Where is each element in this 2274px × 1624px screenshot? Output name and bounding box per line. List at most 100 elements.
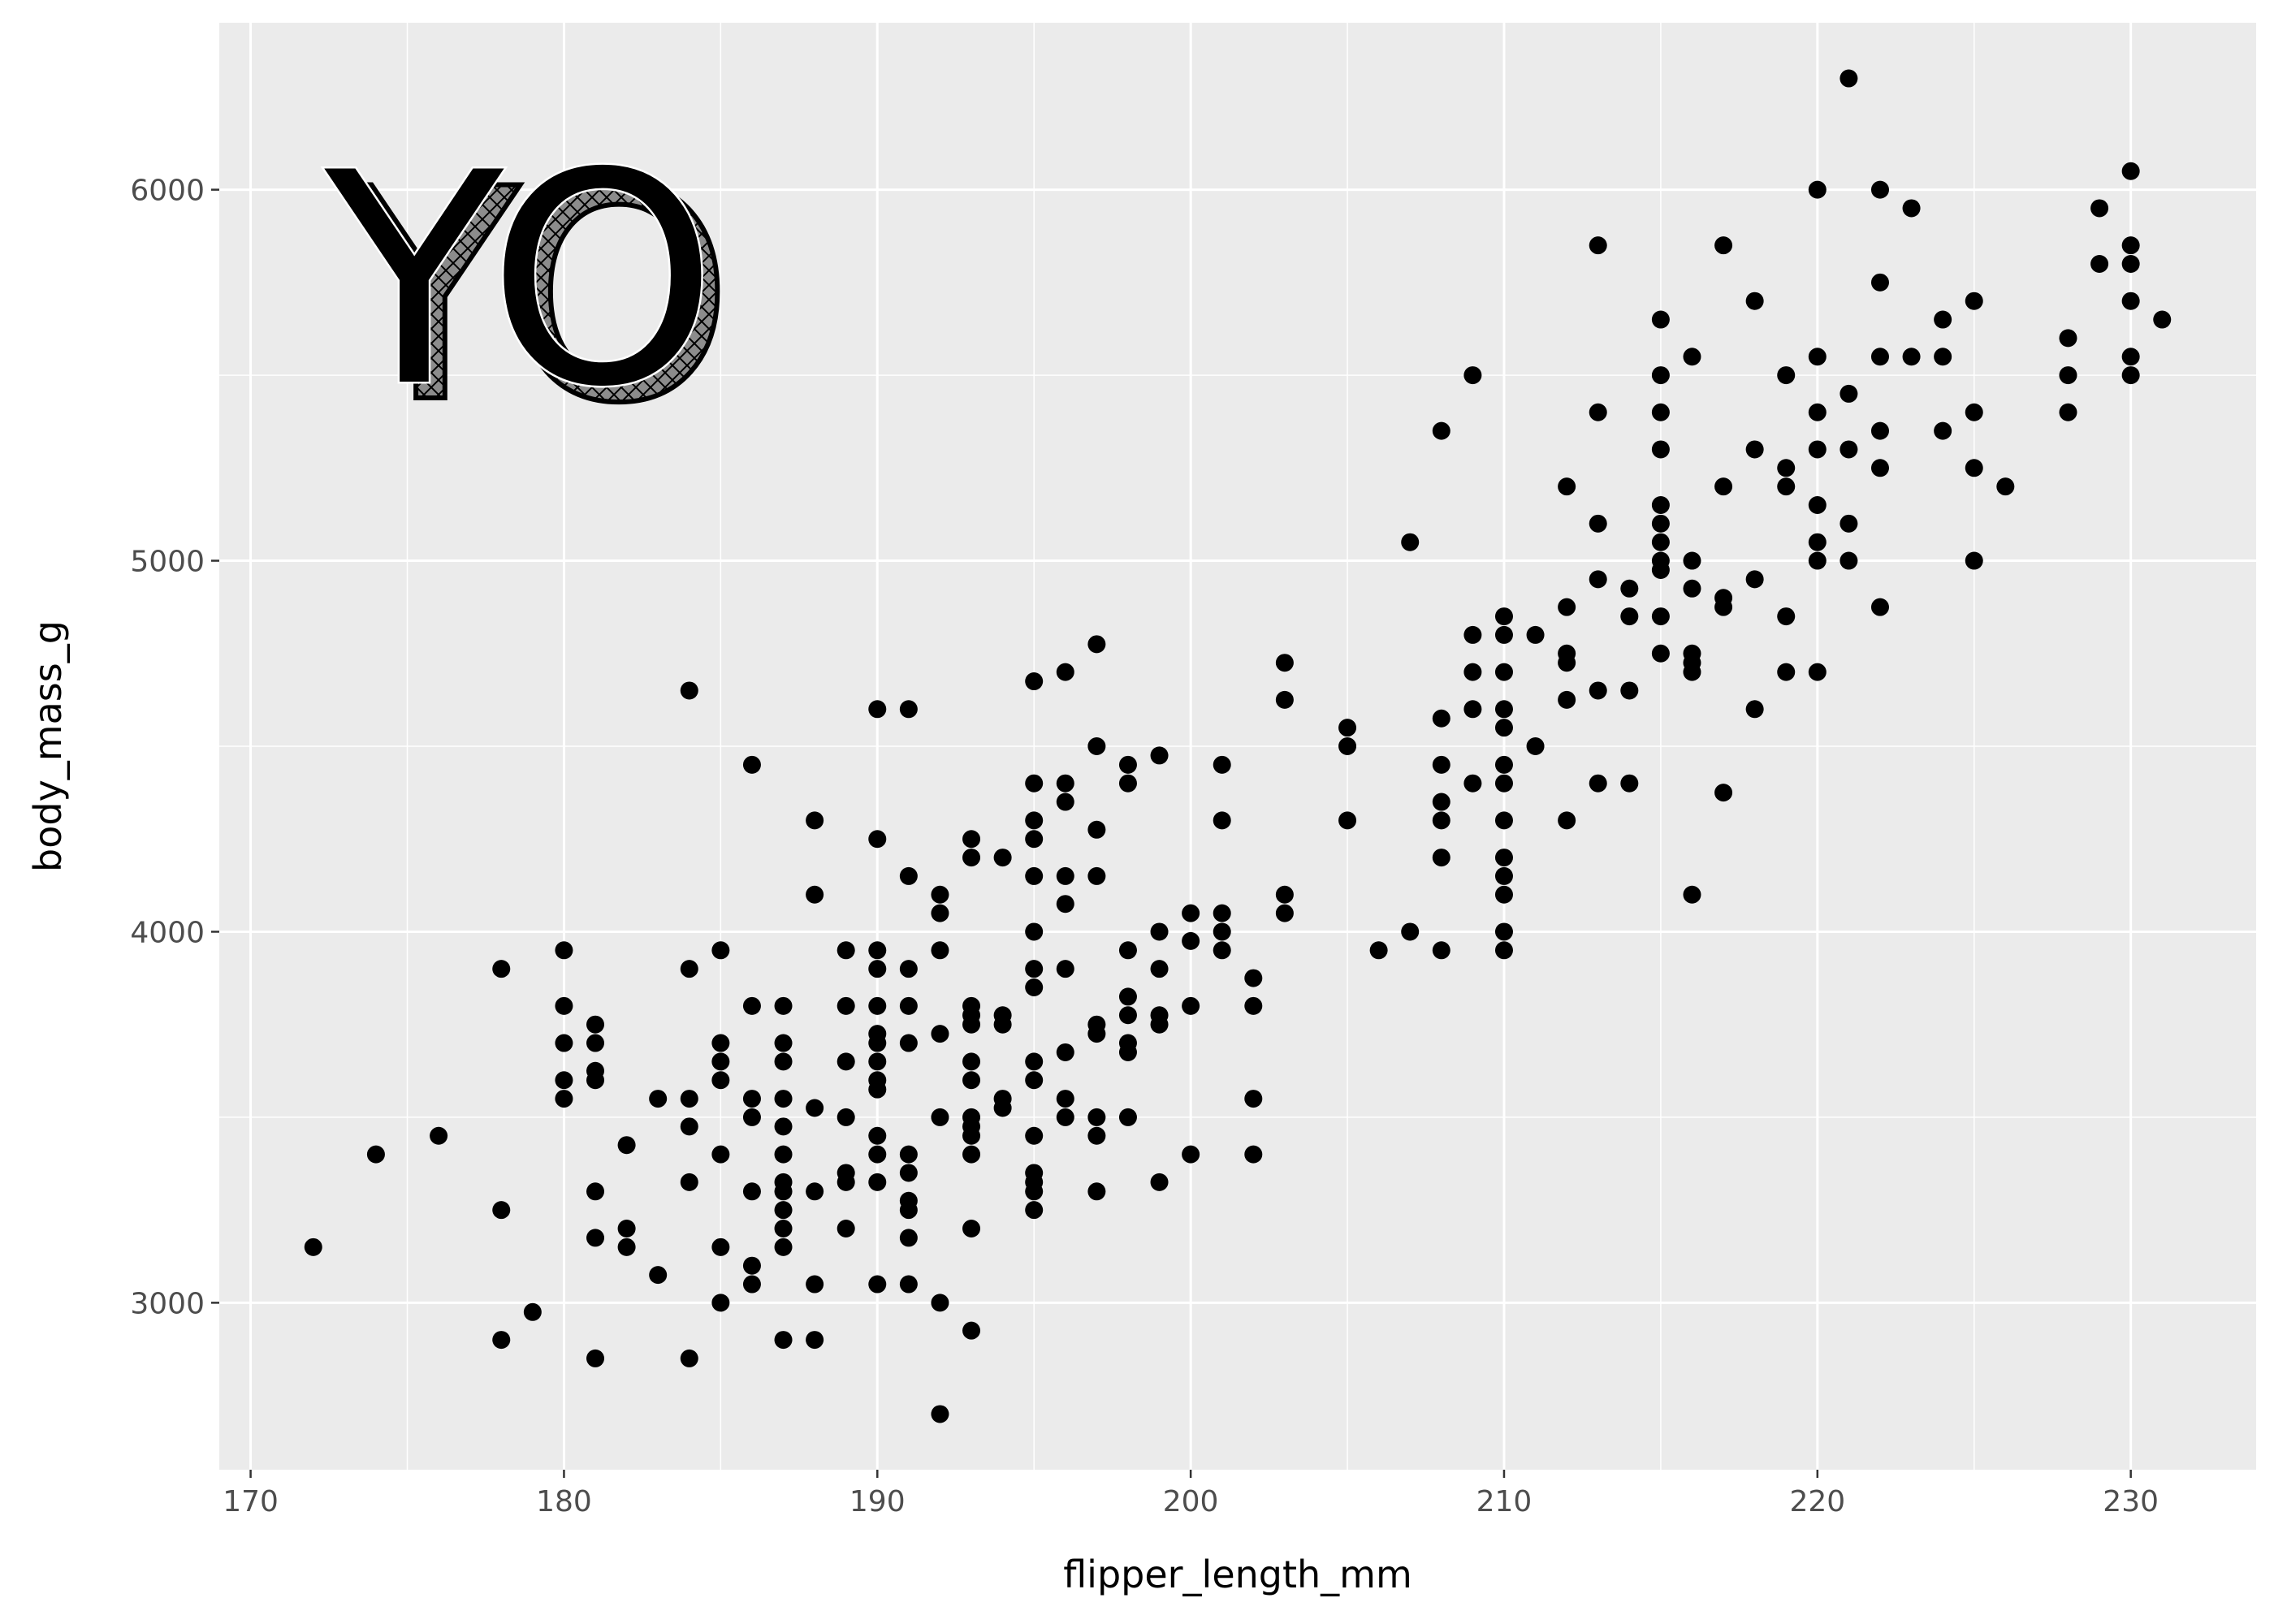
data-point bbox=[2153, 310, 2172, 329]
data-point bbox=[774, 1182, 793, 1201]
data-point bbox=[1558, 477, 1576, 496]
data-point bbox=[931, 1405, 949, 1423]
data-point bbox=[868, 1275, 887, 1294]
y-tick-label: 3000 bbox=[130, 1287, 205, 1320]
data-point bbox=[1840, 551, 1858, 570]
data-point bbox=[962, 1220, 981, 1237]
data-point bbox=[1432, 941, 1450, 960]
data-point bbox=[1118, 941, 1137, 960]
data-point bbox=[742, 1256, 761, 1275]
data-point bbox=[1965, 459, 1983, 477]
data-point bbox=[1840, 384, 1858, 403]
data-point bbox=[1056, 663, 1074, 681]
data-point bbox=[1056, 866, 1074, 885]
data-point bbox=[837, 941, 855, 960]
data-point bbox=[492, 1331, 511, 1350]
data-point bbox=[1558, 598, 1576, 616]
data-point bbox=[1056, 1090, 1074, 1108]
yo-annotation: YO YO bbox=[318, 109, 737, 470]
data-point bbox=[1118, 1043, 1137, 1061]
data-point bbox=[837, 1220, 855, 1237]
data-point bbox=[1118, 1006, 1137, 1025]
data-point bbox=[868, 960, 887, 978]
data-point bbox=[1651, 496, 1670, 514]
data-point bbox=[962, 1321, 981, 1340]
data-point bbox=[1965, 292, 1983, 310]
data-point bbox=[837, 1052, 855, 1071]
data-point bbox=[1902, 348, 1921, 366]
data-point bbox=[680, 681, 698, 700]
data-point bbox=[304, 1237, 322, 1256]
yo-annotation-shadow: YO bbox=[336, 127, 733, 467]
data-point bbox=[2121, 366, 2140, 385]
data-point bbox=[1651, 514, 1670, 533]
data-point bbox=[1401, 533, 1420, 551]
data-point bbox=[1369, 941, 1388, 960]
data-point bbox=[899, 1164, 918, 1182]
data-point bbox=[492, 1201, 511, 1220]
data-point bbox=[962, 849, 981, 867]
data-point bbox=[1494, 866, 1513, 885]
y-axis-title: body_mass_g bbox=[26, 620, 70, 872]
data-point bbox=[868, 700, 887, 719]
data-point bbox=[1087, 1025, 1106, 1043]
data-point bbox=[1432, 755, 1450, 774]
data-point bbox=[868, 1034, 887, 1052]
data-point bbox=[1275, 885, 1294, 904]
data-point bbox=[2121, 292, 2140, 310]
data-point bbox=[1745, 700, 1764, 719]
data-point bbox=[1275, 904, 1294, 922]
data-point bbox=[1338, 737, 1357, 755]
data-point bbox=[649, 1090, 668, 1108]
data-point bbox=[931, 941, 949, 960]
data-point bbox=[680, 1173, 698, 1191]
data-point bbox=[711, 1294, 730, 1312]
data-point bbox=[868, 1080, 887, 1099]
data-point bbox=[1244, 969, 1263, 987]
data-point bbox=[868, 1145, 887, 1164]
data-point bbox=[1213, 922, 1231, 941]
data-point bbox=[1182, 904, 1200, 922]
data-point bbox=[1338, 811, 1357, 830]
data-point bbox=[586, 1034, 605, 1052]
minor-gridlines bbox=[219, 23, 2256, 1470]
data-point bbox=[2059, 366, 2077, 385]
data-point bbox=[1213, 811, 1231, 830]
data-point bbox=[1965, 403, 1983, 421]
data-point bbox=[1087, 1126, 1106, 1145]
data-point bbox=[1558, 811, 1576, 830]
data-point bbox=[617, 1220, 636, 1237]
data-point bbox=[1714, 236, 1733, 255]
data-point bbox=[492, 960, 511, 978]
data-point bbox=[1275, 654, 1294, 672]
data-point bbox=[1777, 477, 1796, 496]
data-point bbox=[1777, 607, 1796, 626]
data-point bbox=[1494, 719, 1513, 737]
data-point bbox=[2121, 348, 2140, 366]
data-point bbox=[1620, 579, 1639, 598]
data-point bbox=[1494, 811, 1513, 830]
data-point bbox=[1463, 774, 1482, 793]
data-point bbox=[1745, 570, 1764, 589]
data-point bbox=[1087, 635, 1106, 654]
data-point bbox=[1087, 1182, 1106, 1201]
data-point bbox=[1651, 440, 1670, 459]
data-point bbox=[868, 1052, 887, 1071]
data-point bbox=[1777, 366, 1796, 385]
data-point bbox=[1870, 273, 1889, 292]
data-point bbox=[1808, 496, 1827, 514]
data-point bbox=[1589, 514, 1607, 533]
data-point bbox=[1432, 849, 1450, 867]
data-point bbox=[806, 885, 824, 904]
data-point bbox=[774, 1052, 793, 1071]
data-point bbox=[774, 996, 793, 1015]
data-point bbox=[430, 1126, 448, 1145]
data-point bbox=[366, 1145, 385, 1164]
data-point bbox=[2121, 162, 2140, 180]
data-point bbox=[1683, 885, 1701, 904]
data-point bbox=[742, 996, 761, 1015]
data-point bbox=[1714, 784, 1733, 802]
data-point bbox=[1150, 1015, 1169, 1034]
data-point bbox=[1025, 1201, 1044, 1220]
data-point bbox=[806, 1331, 824, 1350]
